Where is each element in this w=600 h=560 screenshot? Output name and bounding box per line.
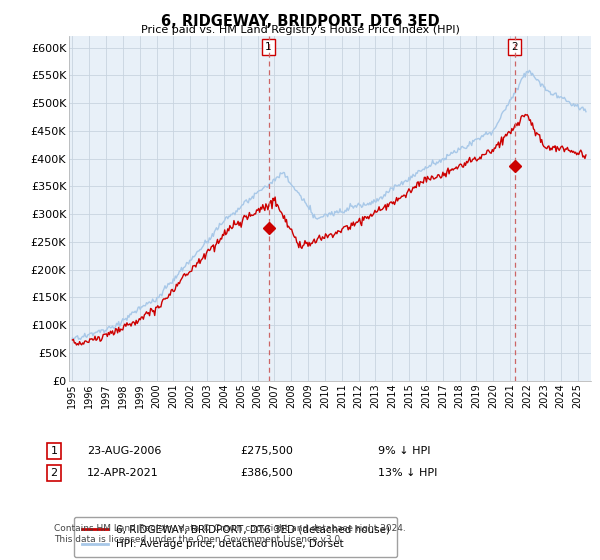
Text: 6, RIDGEWAY, BRIDPORT, DT6 3ED: 6, RIDGEWAY, BRIDPORT, DT6 3ED (161, 14, 439, 29)
Text: 9% ↓ HPI: 9% ↓ HPI (378, 446, 431, 456)
Text: 1: 1 (50, 446, 58, 456)
Text: 12-APR-2021: 12-APR-2021 (87, 468, 159, 478)
Text: 23-AUG-2006: 23-AUG-2006 (87, 446, 161, 456)
Text: 1: 1 (265, 42, 272, 52)
Text: 2: 2 (512, 42, 518, 52)
Text: 2: 2 (50, 468, 58, 478)
Text: Price paid vs. HM Land Registry's House Price Index (HPI): Price paid vs. HM Land Registry's House … (140, 25, 460, 35)
Text: Contains HM Land Registry data © Crown copyright and database right 2024.
This d: Contains HM Land Registry data © Crown c… (54, 524, 406, 544)
Text: 13% ↓ HPI: 13% ↓ HPI (378, 468, 437, 478)
Text: £386,500: £386,500 (240, 468, 293, 478)
Legend: 6, RIDGEWAY, BRIDPORT, DT6 3ED (detached house), HPI: Average price, detached ho: 6, RIDGEWAY, BRIDPORT, DT6 3ED (detached… (74, 517, 397, 557)
Text: £275,500: £275,500 (240, 446, 293, 456)
